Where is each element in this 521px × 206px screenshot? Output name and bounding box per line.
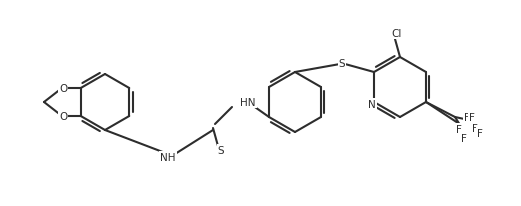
Text: Cl: Cl [392,29,402,39]
Text: F: F [477,128,483,138]
Text: NH: NH [160,152,176,162]
Text: F: F [461,133,467,143]
Text: O: O [59,111,67,121]
Text: O: O [59,84,67,94]
Text: N: N [368,99,376,109]
Text: S: S [218,145,225,155]
Text: F: F [456,124,462,134]
Text: F: F [472,123,478,133]
Text: F: F [469,112,475,122]
Text: S: S [339,59,345,69]
Text: HN: HN [240,97,255,108]
Text: F: F [464,112,470,122]
